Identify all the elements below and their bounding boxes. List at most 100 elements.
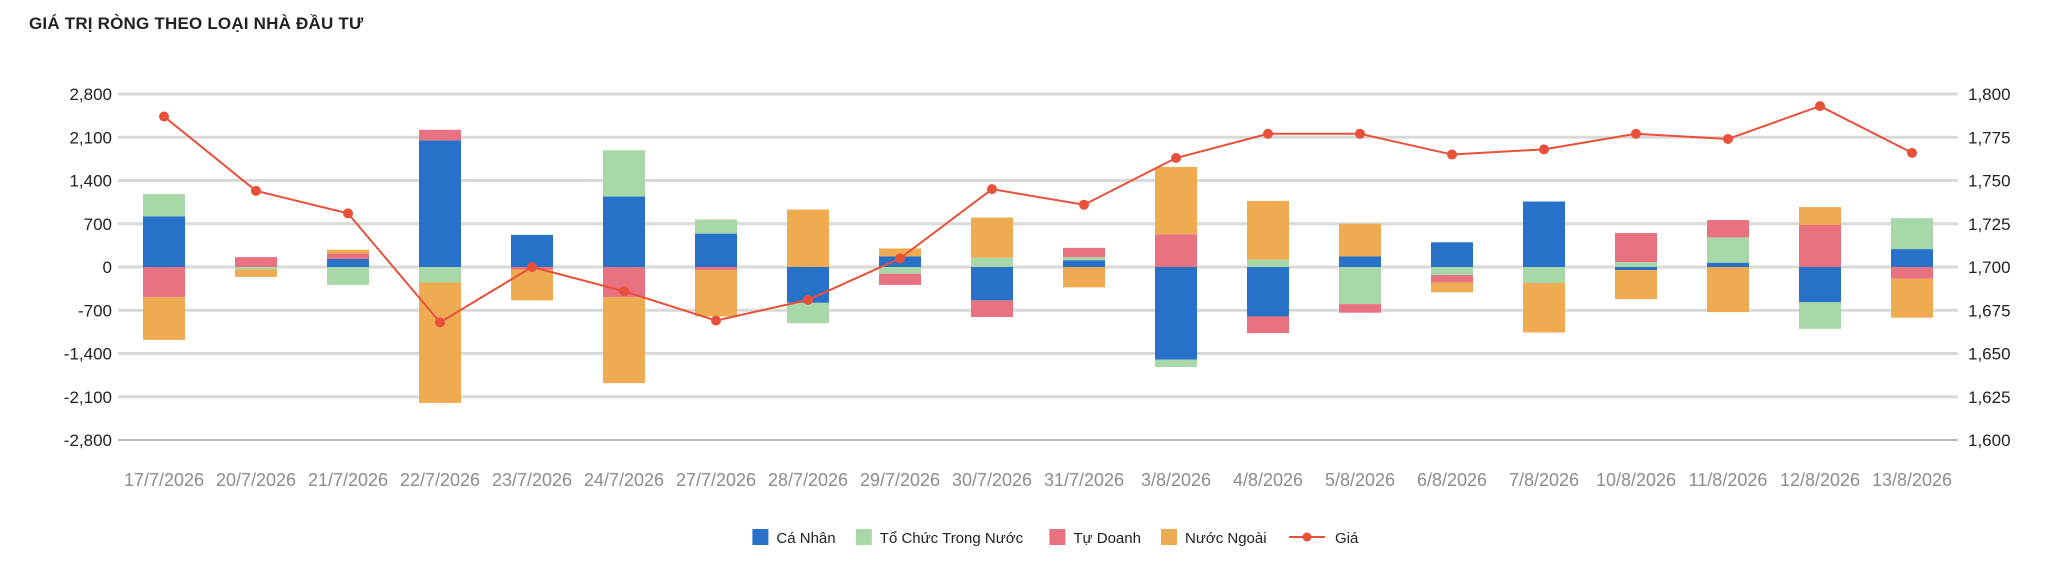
legend-swatch [752, 529, 769, 545]
bar-segment [1431, 267, 1473, 276]
bar-segment [1247, 200, 1289, 260]
x-tick-label: 13/8/2026 [1872, 470, 1952, 490]
x-tick-label: 10/8/2026 [1596, 470, 1676, 490]
y-left-tick-label: -2,800 [64, 431, 112, 450]
bar-segment [419, 140, 461, 267]
price-point [435, 317, 445, 328]
bar-segment [971, 257, 1013, 267]
bar-segment [419, 267, 461, 283]
bar-segment [971, 217, 1013, 258]
bar-segment [1707, 237, 1749, 263]
y-left-tick-label: -2,100 [64, 388, 112, 407]
price-point [251, 185, 261, 196]
bar-segment [1247, 316, 1289, 334]
legend-label: Tổ Chức Trong Nước [880, 530, 1024, 547]
x-tick-label: 6/8/2026 [1417, 470, 1487, 490]
bar-segment [1707, 267, 1749, 313]
bar-segment [695, 270, 737, 317]
y-left-tick-label: 0 [103, 258, 112, 277]
x-tick-label: 4/8/2026 [1233, 470, 1303, 490]
x-axis: 17/7/2026 20/7/2026 21/7/2026 22/7/2026 23/7… [124, 470, 1952, 490]
bar-segment [1799, 267, 1841, 303]
bar-segment [1615, 270, 1657, 300]
x-tick-label: 21/7/2026 [308, 470, 388, 490]
bar-segment [1615, 267, 1657, 271]
legend-item: Giá [1289, 530, 1359, 547]
legend-item: Nước Ngoài [1161, 529, 1267, 547]
x-tick-label: 7/8/2026 [1509, 470, 1579, 490]
bar-segment [1155, 267, 1197, 360]
x-tick-label: 24/7/2026 [584, 470, 664, 490]
bar-segment [1431, 282, 1473, 293]
bar-segment [695, 267, 737, 271]
bar-segment [1799, 207, 1841, 225]
price-point [619, 286, 629, 297]
x-tick-label: 17/7/2026 [124, 470, 204, 490]
bar-segment [419, 129, 461, 141]
y-left-tick-label: 700 [84, 215, 112, 234]
bar-segment [143, 297, 185, 340]
y-right-tick-label: 1,650 [1968, 345, 2011, 364]
bar-segment [1155, 166, 1197, 235]
grid-lines [118, 92, 1958, 441]
bar-segment [1431, 242, 1473, 267]
bar-segment [1339, 223, 1381, 257]
y-left-tick-label: 2,100 [69, 128, 112, 147]
bar-segment [1891, 218, 1933, 250]
price-point [803, 294, 813, 305]
price-point [343, 208, 353, 219]
price-point [1355, 128, 1365, 139]
bar-segment [879, 267, 921, 274]
price-point [1171, 153, 1181, 164]
chart-title: GIÁ TRỊ RÒNG THEO LOẠI NHÀ ĐẦU TƯ [29, 14, 364, 33]
bar-segment [1799, 224, 1841, 267]
bar-segment [1615, 262, 1657, 267]
bars-group [143, 129, 1933, 403]
price-point [711, 315, 721, 326]
bar-segment [1799, 302, 1841, 329]
legend-marker [1302, 532, 1312, 542]
bar-segment [603, 150, 645, 197]
y-right-tick-label: 1,600 [1968, 431, 2011, 450]
price-point [987, 184, 997, 195]
bar-segment [143, 216, 185, 267]
bar-segment [603, 196, 645, 267]
bar-segment [511, 234, 553, 267]
y-axis-left: 2,800 2,100 1,400 700 0 -700 -1,400 -2,100 -2,80… [64, 85, 112, 450]
bar-segment [1891, 267, 1933, 279]
x-tick-label: 3/8/2026 [1141, 470, 1211, 490]
x-tick-label: 30/7/2026 [952, 470, 1032, 490]
legend-swatch [855, 529, 872, 545]
x-tick-label: 11/8/2026 [1689, 470, 1768, 490]
bar-segment [235, 267, 277, 270]
x-tick-label: 29/7/2026 [860, 470, 940, 490]
bar-segment [1247, 267, 1289, 317]
bar-segment [143, 194, 185, 217]
legend-swatch [1161, 529, 1177, 545]
bar-segment [1155, 234, 1197, 267]
x-tick-label: 31/7/2026 [1044, 470, 1124, 490]
x-tick-label: 12/8/2026 [1780, 470, 1860, 490]
y-right-tick-label: 1,800 [1968, 85, 2011, 104]
x-tick-label: 5/8/2026 [1325, 470, 1395, 490]
y-right-tick-label: 1,775 [1968, 128, 2011, 147]
x-tick-label: 22/7/2026 [400, 470, 480, 490]
bar-segment [327, 249, 369, 254]
bar-segment [1063, 267, 1105, 288]
bar-segment [695, 233, 737, 267]
bar-segment [327, 258, 369, 267]
y-right-tick-label: 1,700 [1968, 258, 2011, 277]
bar-segment [1707, 262, 1749, 267]
price-point [1815, 101, 1825, 112]
price-point [1723, 133, 1733, 144]
bar-segment [143, 267, 185, 298]
bar-segment [1063, 247, 1105, 258]
price-point [1539, 144, 1549, 155]
y-left-tick-label: 2,800 [69, 85, 112, 104]
legend-item: Tổ Chức Trong Nước [855, 529, 1024, 547]
bar-segment [1523, 267, 1565, 284]
bar-segment [879, 248, 921, 257]
bar-segment [1615, 233, 1657, 263]
